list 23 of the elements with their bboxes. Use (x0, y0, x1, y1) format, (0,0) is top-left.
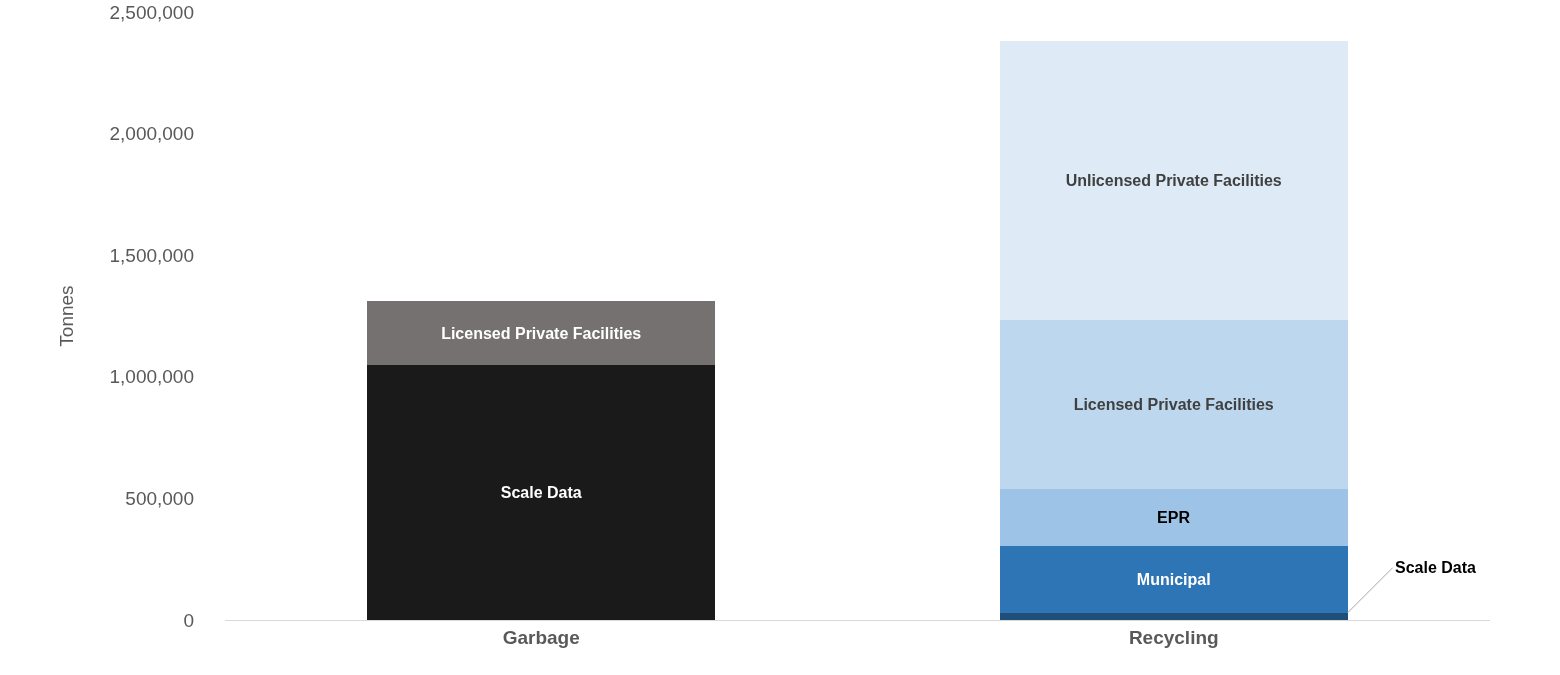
y-tick-label: 1,500,000 (109, 244, 194, 266)
bar (999, 488, 1348, 546)
bar (367, 364, 716, 620)
bar (999, 319, 1348, 489)
text: Scale Data (1395, 559, 1477, 576)
text: Licensed Private Facilities (1073, 395, 1274, 413)
text: Scale Data (500, 483, 582, 501)
y-tick-label: 0 (183, 609, 194, 631)
series-label: Licensed Private Facilities (441, 324, 642, 342)
bar (367, 301, 716, 365)
series-label: EPR (1157, 508, 1191, 526)
x-tick-label: Garbage (502, 626, 580, 648)
series-label: Unlicensed Private Facilities (1065, 171, 1282, 189)
x-tick-label: Recycling (1128, 626, 1219, 648)
series-label: Municipal (1136, 570, 1211, 588)
bar (999, 612, 1348, 620)
y-tick-label: 2,500,000 (109, 1, 194, 23)
bar (999, 545, 1348, 613)
y-tick-label: 1,000,000 (109, 366, 194, 388)
y-axis-title: Tonnes (56, 285, 78, 347)
y-tick-label: 2,000,000 (109, 123, 194, 145)
bar (999, 41, 1348, 320)
y-tick-label: 500,000 (125, 488, 194, 510)
